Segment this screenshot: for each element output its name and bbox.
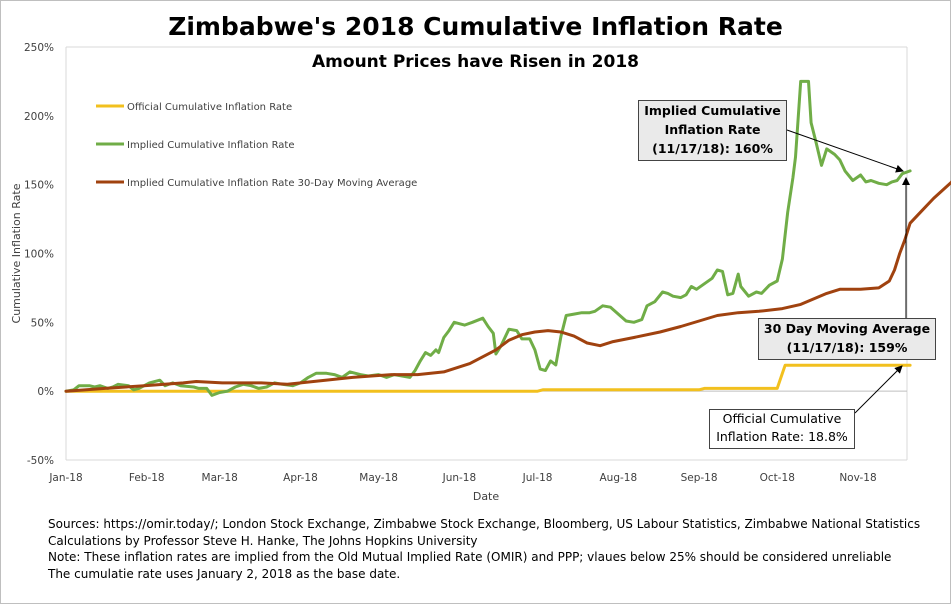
x-tick-label: May-18 [359,472,398,484]
annotation-arrows [786,129,910,414]
official-annotation-arrow [854,365,903,414]
y-tick-label: 150% [24,180,54,192]
legend-label: Official Cumulative Inflation Rate [127,102,292,113]
implied-annotation-box: Implied Cumulative Inflation Rate (11/17… [638,100,787,161]
chart-subtitle: Amount Prices have Risen in 2018 [312,52,639,72]
y-axis-title: Cumulative Inflation Rate [10,183,23,323]
ma-annotation-line1: 30 Day Moving Average [763,321,931,336]
note-line: Sources: https://omir.today/; London Sto… [48,517,921,531]
series-layer [64,79,951,397]
y-tick-label: 250% [24,42,54,54]
ma-annotation-line2: (11/17/18): 159% [786,340,908,355]
note-line: Note: These inflation rates are implied … [48,550,892,564]
legend: Official Cumulative Inflation Rate Implie… [96,102,417,189]
x-tick-label: Feb-18 [129,472,165,484]
note-line: The cumulatie rate uses January 2, 2018 … [48,566,401,581]
x-tick-label: Jun-18 [442,472,477,484]
y-tick-label: -50% [27,455,54,467]
implied-annotation-arrow [786,129,904,173]
x-tick-label: Aug-18 [599,472,637,484]
y-tick-label: 50% [31,317,54,329]
implied-annotation-line3: (11/17/18): 160% [652,141,773,156]
series-line-moving-average [64,180,951,393]
x-axis-title: Date [473,490,500,503]
x-tick-label: Jul-18 [522,472,553,484]
official-annotation-line1: Official Cumulative [722,411,842,426]
x-tick-label: Jan-18 [48,472,82,484]
note-line: Calculations by Professor Steve H. Hanke… [48,533,478,548]
y-tick-label: 100% [24,249,54,261]
legend-label: Implied Cumulative Inflation Rate [127,140,295,151]
legend-label: Implied Cumulative Inflation Rate 30-Day… [127,178,417,189]
y-tick-label: 0% [37,386,54,398]
chart-title: Zimbabwe's 2018 Cumulative Inflation Rat… [168,12,783,41]
x-tick-label: Oct-18 [760,472,795,484]
implied-annotation-line1: Implied Cumulative [644,103,781,118]
moving-average-annotation-box: 30 Day Moving Average (11/17/18): 159% [758,318,936,360]
x-tick-label: Sep-18 [681,472,718,484]
official-annotation-box: Official Cumulative Inflation Rate: 18.8… [709,409,855,449]
y-tick-label: 200% [24,111,54,123]
series-line-implied [64,79,912,397]
x-tick-label: Mar-18 [202,472,238,484]
x-tick-label: Apr-18 [283,472,318,484]
x-tick-label: Nov-18 [839,472,876,484]
implied-annotation-line2: Inflation Rate [664,122,761,137]
series-line-official [64,363,912,393]
sources-notes: Sources: https://omir.today/; London Sto… [48,516,920,582]
official-annotation-line2: Inflation Rate: 18.8% [716,429,848,444]
y-axis: -50% 0% 50% 100% 150% 200% 250% Cumulative Infl… [10,42,54,467]
